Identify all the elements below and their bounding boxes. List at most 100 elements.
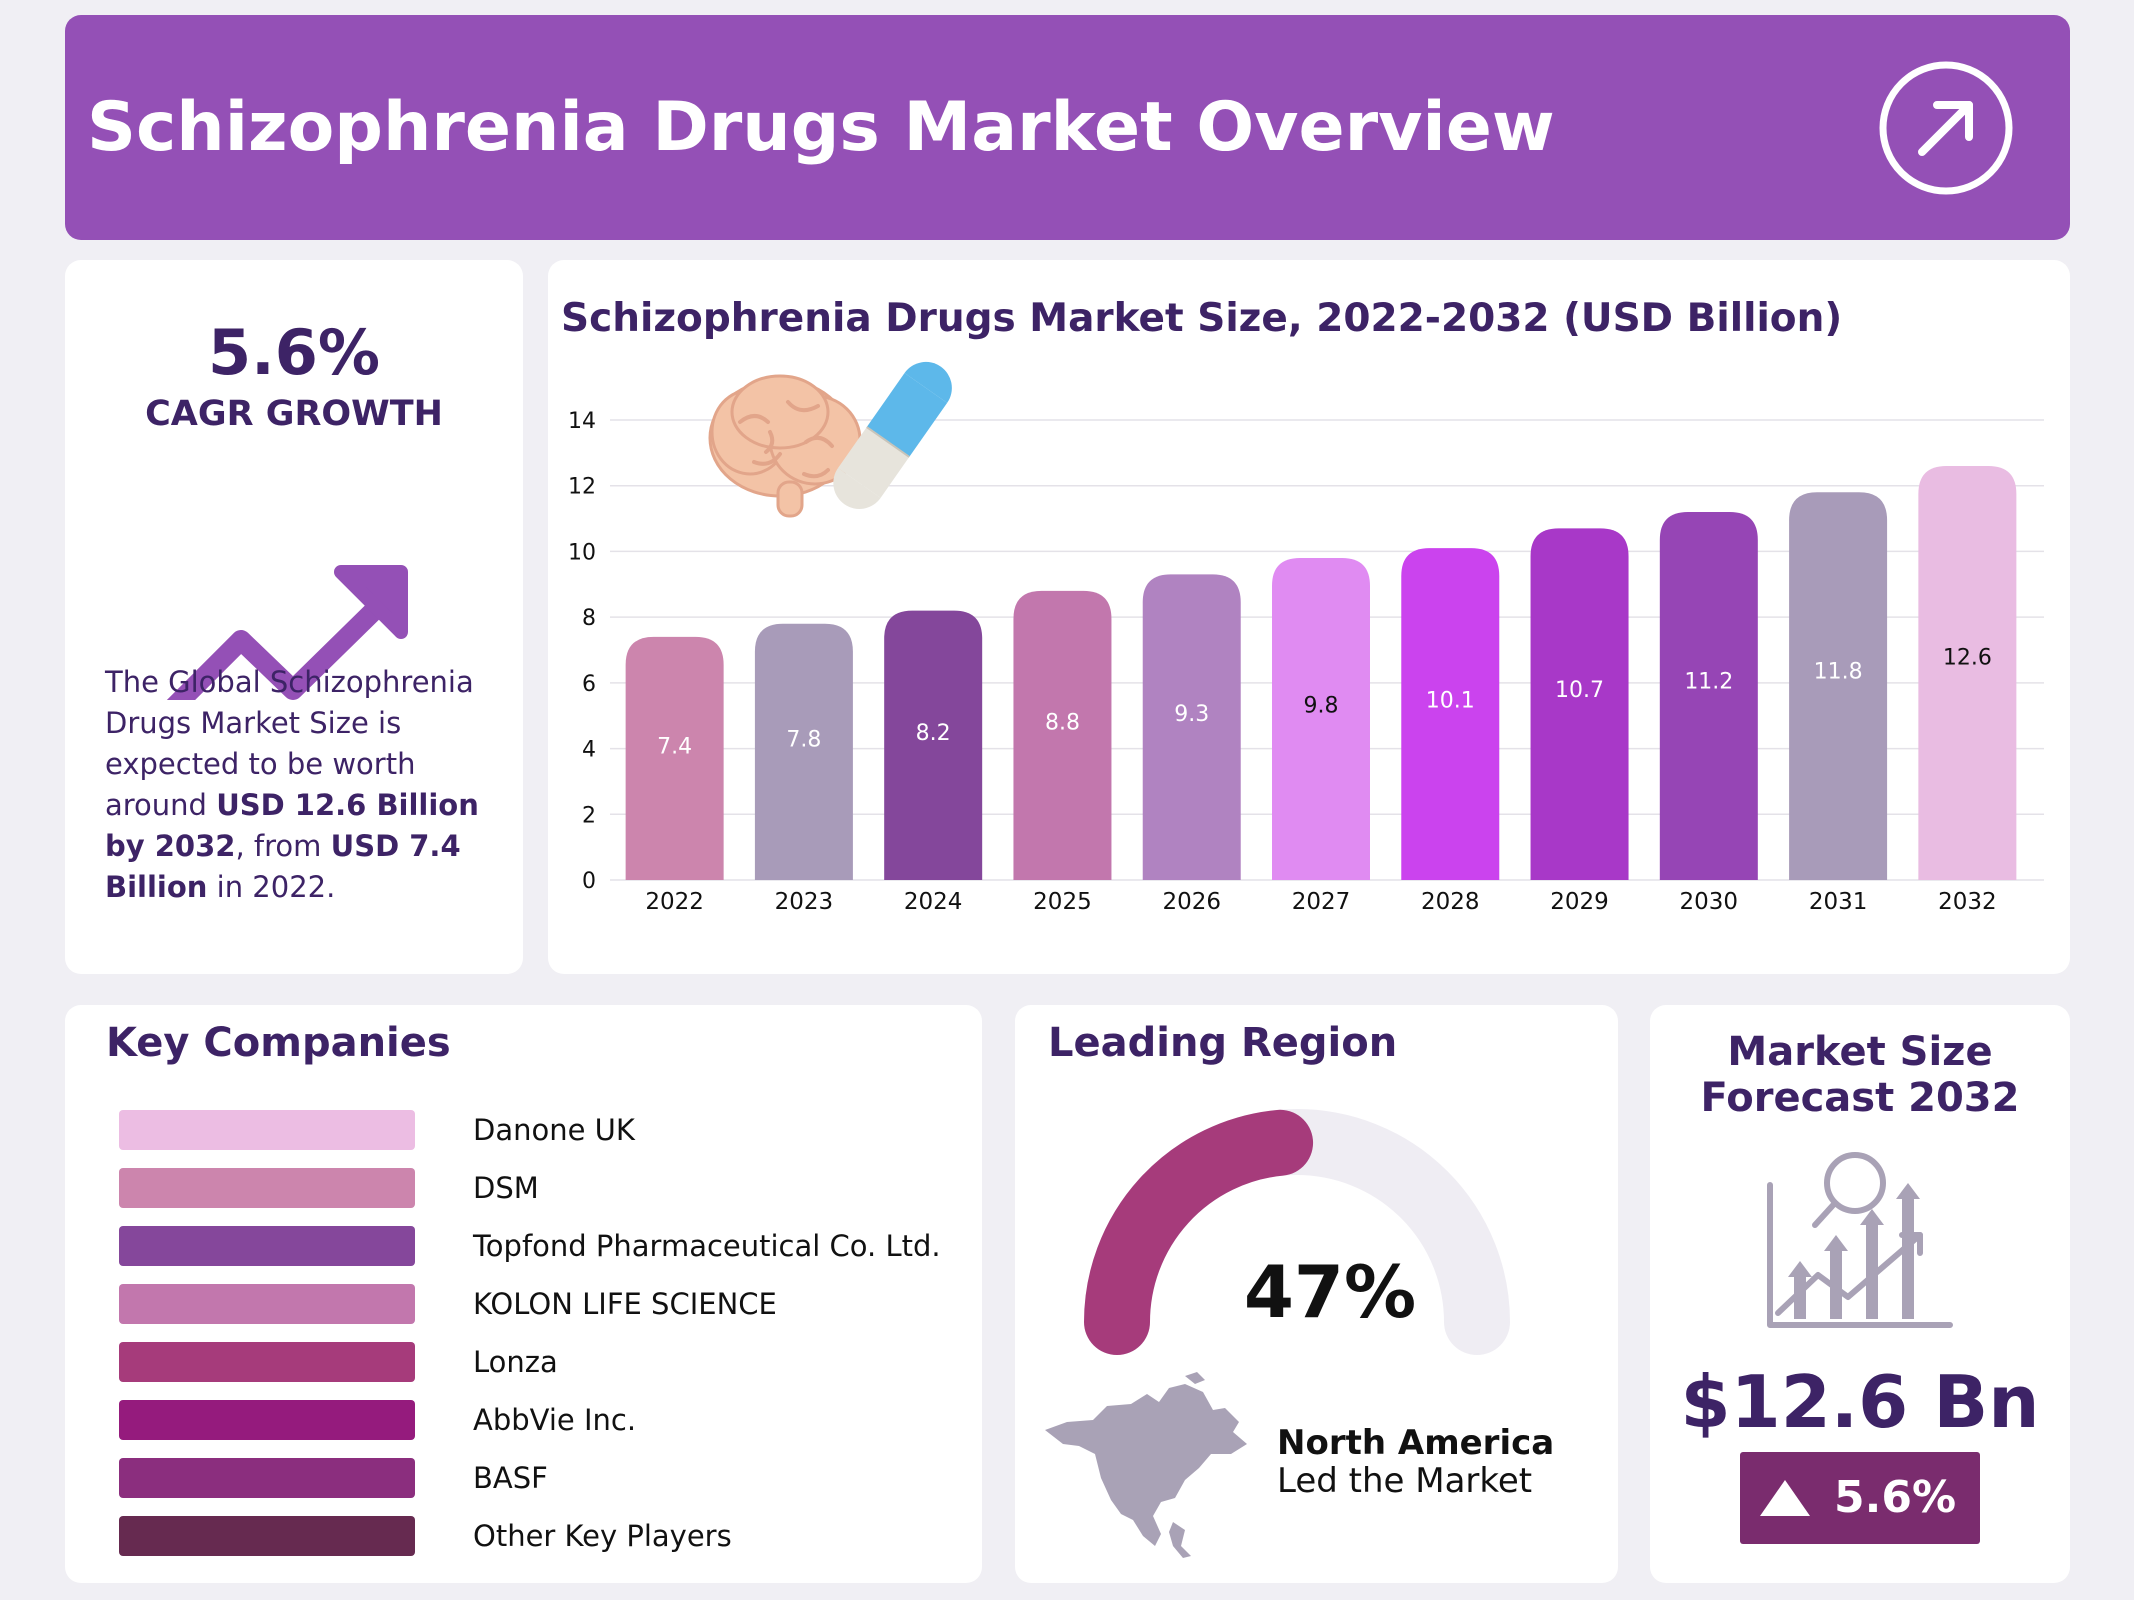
page-title: Schizophrenia Drugs Market Overview [87,88,1555,167]
growth-badge: 5.6% [1740,1452,1980,1544]
bar-value-label: 8.2 [916,721,951,746]
company-name: KOLON LIFE SCIENCE [473,1287,777,1321]
company-row: BASF [119,1458,959,1498]
x-tick-label: 2029 [1550,889,1609,915]
bar-value-label: 8.8 [1045,711,1080,736]
x-tick-label: 2032 [1938,889,1997,915]
x-axis-ticks: 2022 2023 2024 2025 2026 2027 2028 2029 2030 2031… [645,889,1996,915]
region-subtitle: Led the Market [1277,1461,1533,1501]
cagr-card: 5.6% CAGR GROWTH The Global Schizophreni… [65,260,523,974]
chart-title: Schizophrenia Drugs Market Size, 2022-20… [561,296,1843,341]
bar-value-label: 9.8 [1304,694,1339,719]
gauge-fill [1084,1109,1314,1355]
header-banner: Schizophrenia Drugs Market Overview [65,15,2070,240]
company-row: Topfond Pharmaceutical Co. Ltd. [119,1226,959,1266]
company-row: Other Key Players [119,1516,959,1556]
y-tick-label: 2 [582,803,596,828]
y-tick-label: 4 [582,738,596,763]
company-name: AbbVie Inc. [473,1403,637,1437]
company-color-swatch [119,1168,415,1208]
bar-2022[interactable] [625,636,724,880]
companies-title: Key Companies [106,1020,451,1066]
desc-text-2: , from [235,829,331,863]
bar-value-label: 11.8 [1814,659,1863,684]
x-tick-label: 2028 [1421,889,1480,915]
company-name: Danone UK [473,1113,635,1147]
x-tick-label: 2026 [1162,889,1221,915]
companies-card: Key Companies Danone UK DSM Topfond Pharma… [65,1005,982,1583]
bar-value-label: 11.2 [1684,670,1733,695]
company-name: Lonza [473,1345,558,1379]
y-tick-label: 12 [568,475,596,500]
forecast-title: Market Size Forecast 2032 [1700,1029,2020,1121]
desc-text-3: in 2022. [207,870,336,904]
y-tick-label: 6 [582,672,596,697]
x-tick-label: 2025 [1033,889,1092,915]
company-name: BASF [473,1461,548,1495]
desc-highlight-1: USD 12.6 Billion by 2032 [105,788,479,863]
bar-value-label: 10.1 [1426,688,1475,713]
growth-analysis-icon [1767,1152,1953,1328]
bar-2028[interactable] [1401,548,1500,880]
region-name: North America [1277,1423,1555,1463]
region-card: Leading Region 47% North America Led the… [1015,1005,1618,1583]
bar-2030[interactable] [1659,512,1758,880]
company-row: Danone UK [119,1110,959,1150]
company-color-swatch [119,1516,415,1556]
forecast-value: $12.6 Bn [1680,1360,2040,1444]
company-name: Topfond Pharmaceutical Co. Ltd. [473,1229,941,1263]
bar-value-label: 10.7 [1555,678,1604,703]
company-row: DSM [119,1168,959,1208]
company-color-swatch [119,1284,415,1324]
company-color-swatch [119,1342,415,1382]
x-tick-label: 2023 [775,889,834,915]
cagr-label: CAGR GROWTH [145,394,443,434]
company-row: KOLON LIFE SCIENCE [119,1284,959,1324]
y-tick-label: 8 [582,606,596,631]
region-percent: 47% [1243,1250,1417,1334]
bar-2025[interactable] [1013,590,1112,880]
x-tick-label: 2024 [904,889,963,915]
y-axis-ticks: 0 2 4 6 8 10 12 14 [568,409,596,894]
company-row: AbbVie Inc. [119,1400,959,1440]
bar-2027[interactable] [1272,558,1370,880]
company-color-swatch [119,1110,415,1150]
forecast-growth: 5.6% [1834,1472,1957,1523]
x-tick-label: 2022 [645,889,704,915]
region-share-gauge [1084,1109,1510,1355]
bar-value-label: 7.4 [657,735,692,760]
x-tick-label: 2030 [1680,889,1739,915]
bar-chart: 0 2 4 6 8 10 12 14 7.4 7.8 8.2 8.8 9.3 9.8 10.1 10.7 11… [568,361,2044,915]
company-color-swatch [119,1458,415,1498]
bar-2023[interactable] [754,623,853,880]
company-row: Lonza [119,1342,959,1382]
chart-card: Schizophrenia Drugs Market Size, 2022-20… [548,260,2070,974]
bar-2024[interactable] [884,610,983,880]
y-tick-label: 10 [568,540,596,565]
bar-2026[interactable] [1142,574,1241,880]
forecast-card: Market Size Forecast 2032 $12.6 Bn 5.6% [1650,1005,2070,1583]
bar-value-label: 7.8 [786,728,821,753]
cagr-description: The Global Schizophrenia Drugs Market Si… [105,662,505,908]
company-name: Other Key Players [473,1519,732,1553]
bar-value-label: 12.6 [1943,646,1992,671]
brain-pill-icon [708,361,952,518]
company-name: DSM [473,1171,539,1205]
north-america-map-icon [1045,1372,1247,1558]
bar-2032[interactable] [1918,466,2017,880]
desc-highlight-2: USD 7.4 Billion [105,829,461,904]
bar-2031[interactable] [1789,492,1888,880]
cagr-value: 5.6% [208,316,380,389]
x-tick-label: 2027 [1292,889,1351,915]
y-tick-label: 14 [568,409,596,434]
desc-text-1: The Global Schizophrenia Drugs Market Si… [105,665,474,822]
bar-2029[interactable] [1530,528,1629,880]
trend-up-icon [166,565,408,700]
bar-value-label: 9.3 [1174,702,1209,727]
x-tick-label: 2031 [1809,889,1868,915]
arrow-up-right-icon[interactable] [1877,59,2015,197]
company-color-swatch [119,1226,415,1266]
region-title: Leading Region [1048,1020,1398,1066]
company-color-swatch [119,1400,415,1440]
triangle-up-icon [1760,1480,1810,1516]
